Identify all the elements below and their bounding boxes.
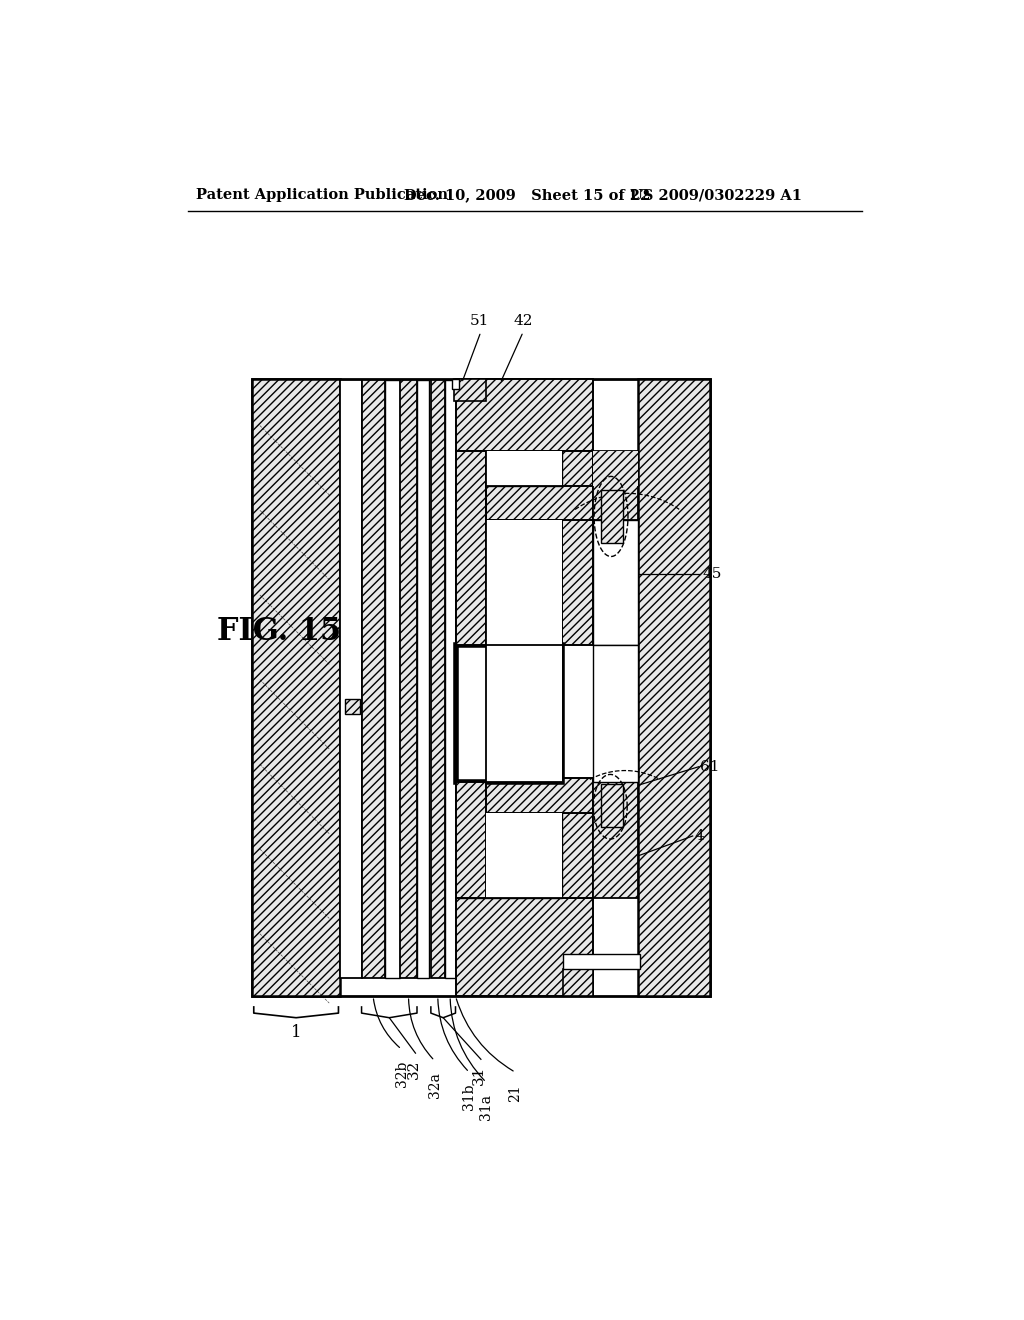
Text: 31b: 31b <box>463 1084 476 1110</box>
Text: FIG. 15: FIG. 15 <box>217 616 341 647</box>
Bar <box>340 380 361 978</box>
Bar <box>593 451 638 486</box>
Bar <box>400 380 417 978</box>
Bar <box>593 781 638 898</box>
Bar <box>456 379 593 451</box>
Bar <box>486 451 562 486</box>
Text: 1: 1 <box>291 1024 301 1041</box>
Text: 32: 32 <box>407 1059 421 1078</box>
Bar <box>456 779 593 813</box>
Bar <box>593 451 638 520</box>
Bar <box>593 645 638 781</box>
Bar <box>345 700 360 714</box>
Text: 32b: 32b <box>394 1061 409 1088</box>
Text: 51: 51 <box>470 314 489 327</box>
Bar <box>563 969 593 997</box>
Text: 61: 61 <box>700 760 720 774</box>
Text: 42: 42 <box>513 314 534 327</box>
Bar <box>444 380 456 978</box>
Bar <box>593 520 638 645</box>
Bar <box>385 380 400 978</box>
Bar <box>486 813 562 898</box>
Bar <box>456 520 562 645</box>
Bar <box>361 380 385 978</box>
Bar <box>456 781 486 898</box>
Bar <box>562 451 593 645</box>
Bar <box>456 898 593 997</box>
Bar <box>456 451 562 486</box>
Bar <box>486 645 562 781</box>
Bar <box>417 380 429 978</box>
Bar <box>456 813 562 898</box>
Text: US 2009/0302229 A1: US 2009/0302229 A1 <box>630 189 802 202</box>
Text: 31a: 31a <box>479 1094 494 1119</box>
Bar <box>431 380 444 978</box>
Bar <box>453 379 459 389</box>
Bar <box>638 379 710 997</box>
Text: 45: 45 <box>702 568 722 581</box>
Text: Patent Application Publication: Patent Application Publication <box>196 189 449 202</box>
Text: 4: 4 <box>694 829 703 843</box>
Bar <box>252 379 710 997</box>
Bar <box>456 451 486 645</box>
Bar <box>486 520 562 645</box>
Bar <box>456 486 593 520</box>
Bar <box>562 813 593 898</box>
Bar <box>252 379 340 997</box>
Bar <box>456 645 562 781</box>
Bar <box>563 954 640 969</box>
Bar <box>454 379 486 401</box>
Text: Dec. 10, 2009   Sheet 15 of 22: Dec. 10, 2009 Sheet 15 of 22 <box>403 189 650 202</box>
Bar <box>601 784 623 826</box>
Text: 32a: 32a <box>428 1072 441 1098</box>
Text: 21: 21 <box>509 1084 522 1102</box>
Text: 31: 31 <box>472 1065 486 1085</box>
Bar <box>601 490 623 544</box>
